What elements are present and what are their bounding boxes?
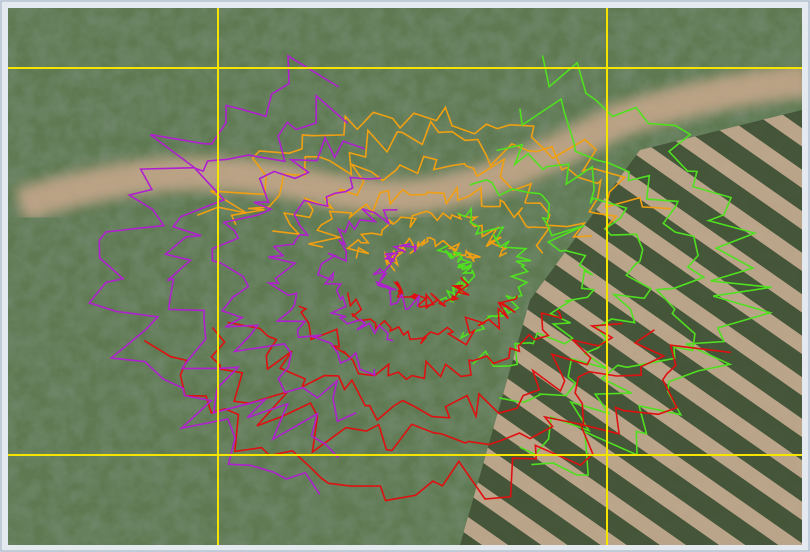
track (266, 176, 382, 377)
track (87, 54, 340, 495)
track (496, 143, 652, 403)
track (393, 276, 470, 310)
track (163, 94, 349, 459)
road (15, 63, 802, 222)
track (531, 55, 774, 476)
track (519, 97, 706, 456)
track (469, 179, 596, 368)
track (457, 206, 532, 340)
track (230, 119, 618, 230)
track (210, 326, 666, 454)
tracks (87, 54, 774, 502)
track (227, 321, 623, 422)
striped-field (460, 110, 802, 545)
track (211, 135, 365, 423)
aerial-image (8, 8, 802, 545)
track (435, 244, 476, 303)
track (372, 243, 421, 311)
track (308, 185, 551, 254)
track (298, 305, 563, 381)
track (346, 292, 519, 346)
track (316, 208, 398, 342)
